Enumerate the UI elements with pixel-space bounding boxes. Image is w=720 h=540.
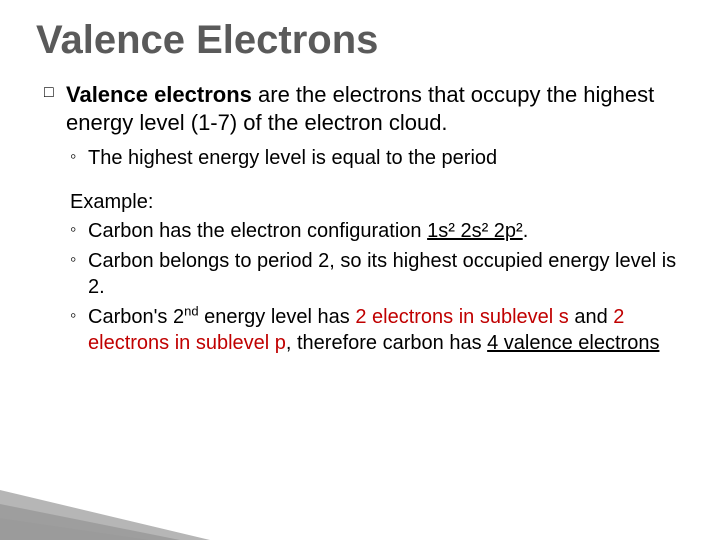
ex-c-p2: energy level has <box>199 306 356 328</box>
example-label: Example: <box>70 191 684 214</box>
example-a-post: . <box>523 220 529 242</box>
example-list: Carbon has the electron configuration 1s… <box>70 218 684 356</box>
ex-c-p4: , therefore carbon has <box>286 332 487 354</box>
example-a-config: 1s² 2s² 2p² <box>427 220 523 242</box>
ordinal-nd: nd <box>184 304 198 319</box>
example-item-period: Carbon belongs to period 2, so its highe… <box>70 248 684 300</box>
sub-item-period: The highest energy level is equal to the… <box>70 145 684 171</box>
corner-decoration <box>0 470 220 540</box>
ex-c-underline: 4 valence electrons <box>487 332 659 354</box>
example-a-pre: Carbon has the electron configuration <box>88 220 427 242</box>
main-bullet: Valence electrons are the electrons that… <box>66 81 684 137</box>
ex-c-p1: Carbon's 2 <box>88 306 184 328</box>
body-block: Valence electrons are the electrons that… <box>36 81 684 356</box>
sub-list-1: The highest energy level is equal to the… <box>70 145 684 171</box>
ex-c-red1: 2 electrons in sublevel s <box>355 306 568 328</box>
example-item-sublevels: Carbon's 2nd energy level has 2 electron… <box>70 304 684 356</box>
page-title: Valence Electrons <box>36 18 684 63</box>
ex-c-p3: and <box>569 306 613 328</box>
main-bullet-bold: Valence electrons <box>66 82 252 107</box>
example-item-config: Carbon has the electron configuration 1s… <box>70 218 684 244</box>
slide: Valence Electrons Valence electrons are … <box>0 0 720 540</box>
